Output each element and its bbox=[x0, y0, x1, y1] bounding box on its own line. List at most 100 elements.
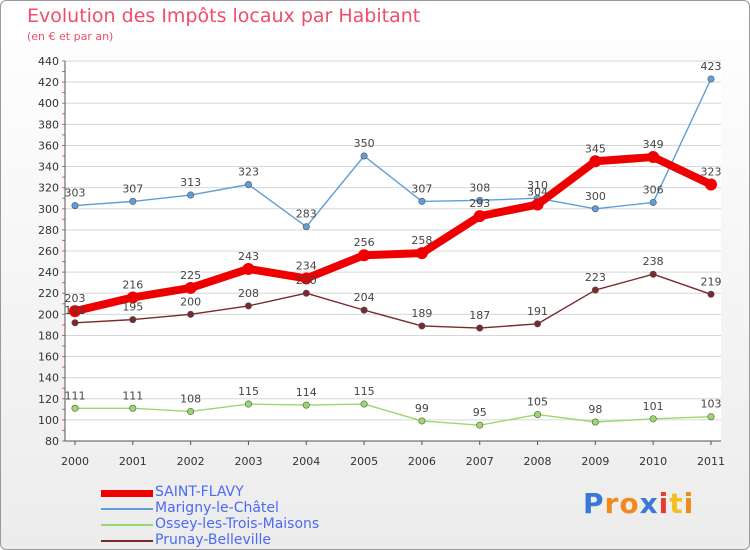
data-label: 323 bbox=[238, 166, 259, 179]
data-point bbox=[476, 324, 484, 332]
legend-item-prunay[interactable]: Prunay-Belleville bbox=[101, 532, 361, 549]
legend-swatch-marigny bbox=[101, 508, 153, 510]
data-point bbox=[71, 202, 79, 210]
data-label: 313 bbox=[180, 176, 201, 189]
series-line bbox=[71, 153, 715, 316]
chart-title: Evolution des Impôts locaux par Habitant bbox=[27, 5, 421, 27]
series-line bbox=[74, 273, 712, 329]
y-tick-label: 80 bbox=[45, 435, 59, 448]
data-label: 203 bbox=[65, 292, 86, 305]
y-tick-label: 120 bbox=[38, 393, 59, 406]
data-label: 208 bbox=[238, 287, 259, 300]
data-point bbox=[302, 401, 310, 409]
data-label: 234 bbox=[296, 259, 317, 272]
legend-swatch-saint-flavy bbox=[101, 490, 153, 497]
data-point bbox=[187, 191, 195, 199]
data-point bbox=[531, 198, 544, 211]
data-label: 115 bbox=[354, 385, 375, 398]
y-tick-label: 400 bbox=[38, 97, 59, 110]
data-point bbox=[418, 197, 426, 205]
data-label: 114 bbox=[296, 386, 317, 399]
legend-label: Marigny-le-Châtel bbox=[155, 500, 279, 516]
data-point bbox=[187, 407, 195, 415]
legend: SAINT-FLAVY Marigny-le-Châtel Ossey-les-… bbox=[101, 484, 361, 549]
data-point bbox=[649, 270, 657, 278]
data-point bbox=[649, 415, 657, 423]
x-tick-label: 2009 bbox=[581, 455, 609, 468]
data-point bbox=[184, 281, 197, 294]
data-label: 225 bbox=[180, 269, 201, 282]
data-label: 303 bbox=[65, 187, 86, 200]
legend-item-ossey[interactable]: Ossey-les-Trois-Maisons bbox=[101, 516, 361, 533]
x-tick-label: 2003 bbox=[234, 455, 262, 468]
data-label: 243 bbox=[238, 250, 259, 263]
y-tick-label: 320 bbox=[38, 182, 59, 195]
data-label: 350 bbox=[354, 137, 375, 150]
data-label: 216 bbox=[122, 278, 143, 291]
logo-letter: r bbox=[604, 487, 620, 520]
data-label: 98 bbox=[588, 403, 602, 416]
data-label: 111 bbox=[122, 389, 143, 402]
data-point bbox=[302, 289, 310, 297]
data-point bbox=[591, 418, 599, 426]
data-label: 256 bbox=[354, 236, 375, 249]
x-tick-label: 2007 bbox=[466, 455, 494, 468]
data-point bbox=[589, 155, 602, 168]
y-tick-label: 340 bbox=[38, 161, 59, 174]
data-point bbox=[707, 75, 715, 83]
y-tick-label: 200 bbox=[38, 308, 59, 321]
x-tick-label: 2006 bbox=[408, 455, 436, 468]
legend-swatch-prunay bbox=[101, 540, 153, 542]
data-label: 307 bbox=[122, 182, 143, 195]
x-tick-label: 2008 bbox=[524, 455, 552, 468]
data-label: 293 bbox=[469, 197, 490, 210]
data-label: 300 bbox=[585, 190, 606, 203]
data-label: 323 bbox=[701, 166, 722, 179]
data-label: 200 bbox=[180, 295, 201, 308]
y-tick-label: 380 bbox=[38, 118, 59, 131]
data-point bbox=[358, 249, 371, 262]
data-point bbox=[71, 404, 79, 412]
data-label: 304 bbox=[527, 186, 548, 199]
data-point bbox=[129, 316, 137, 324]
data-label: 192 bbox=[65, 304, 86, 317]
data-point bbox=[534, 320, 542, 328]
data-label: 345 bbox=[585, 142, 606, 155]
data-label: 101 bbox=[643, 400, 664, 413]
data-label: 283 bbox=[296, 208, 317, 221]
data-label: 310 bbox=[527, 179, 548, 192]
data-label: 99 bbox=[415, 402, 429, 415]
logo-letter: i bbox=[658, 487, 670, 520]
data-point bbox=[187, 310, 195, 318]
data-label: 307 bbox=[411, 182, 432, 195]
data-label: 189 bbox=[411, 307, 432, 320]
data-point bbox=[591, 286, 599, 294]
y-tick-label: 440 bbox=[38, 55, 59, 68]
logo-letter: o bbox=[619, 487, 640, 520]
data-label: 111 bbox=[65, 389, 86, 402]
series-line bbox=[74, 403, 712, 426]
legend-label: Prunay-Belleville bbox=[155, 532, 272, 548]
legend-item-saint-flavy[interactable]: SAINT-FLAVY bbox=[101, 484, 361, 501]
data-point bbox=[476, 421, 484, 429]
x-tick-label: 2001 bbox=[119, 455, 147, 468]
data-point bbox=[534, 411, 542, 419]
logo-letter: x bbox=[639, 487, 659, 520]
y-tick-label: 100 bbox=[38, 414, 59, 427]
data-point bbox=[126, 291, 139, 304]
data-point bbox=[129, 404, 137, 412]
legend-item-marigny[interactable]: Marigny-le-Châtel bbox=[101, 500, 361, 517]
y-tick-label: 180 bbox=[38, 329, 59, 342]
proxiti-logo: Proxiti bbox=[583, 487, 694, 520]
legend-swatch-ossey bbox=[101, 524, 153, 526]
y-tick-label: 220 bbox=[38, 287, 59, 300]
data-point bbox=[244, 302, 252, 310]
y-tick-label: 140 bbox=[38, 372, 59, 385]
data-point bbox=[129, 197, 137, 205]
data-point bbox=[591, 205, 599, 213]
data-label: 349 bbox=[643, 138, 664, 151]
data-point bbox=[418, 417, 426, 425]
data-label: 195 bbox=[122, 301, 143, 314]
logo-letter: P bbox=[583, 487, 605, 520]
